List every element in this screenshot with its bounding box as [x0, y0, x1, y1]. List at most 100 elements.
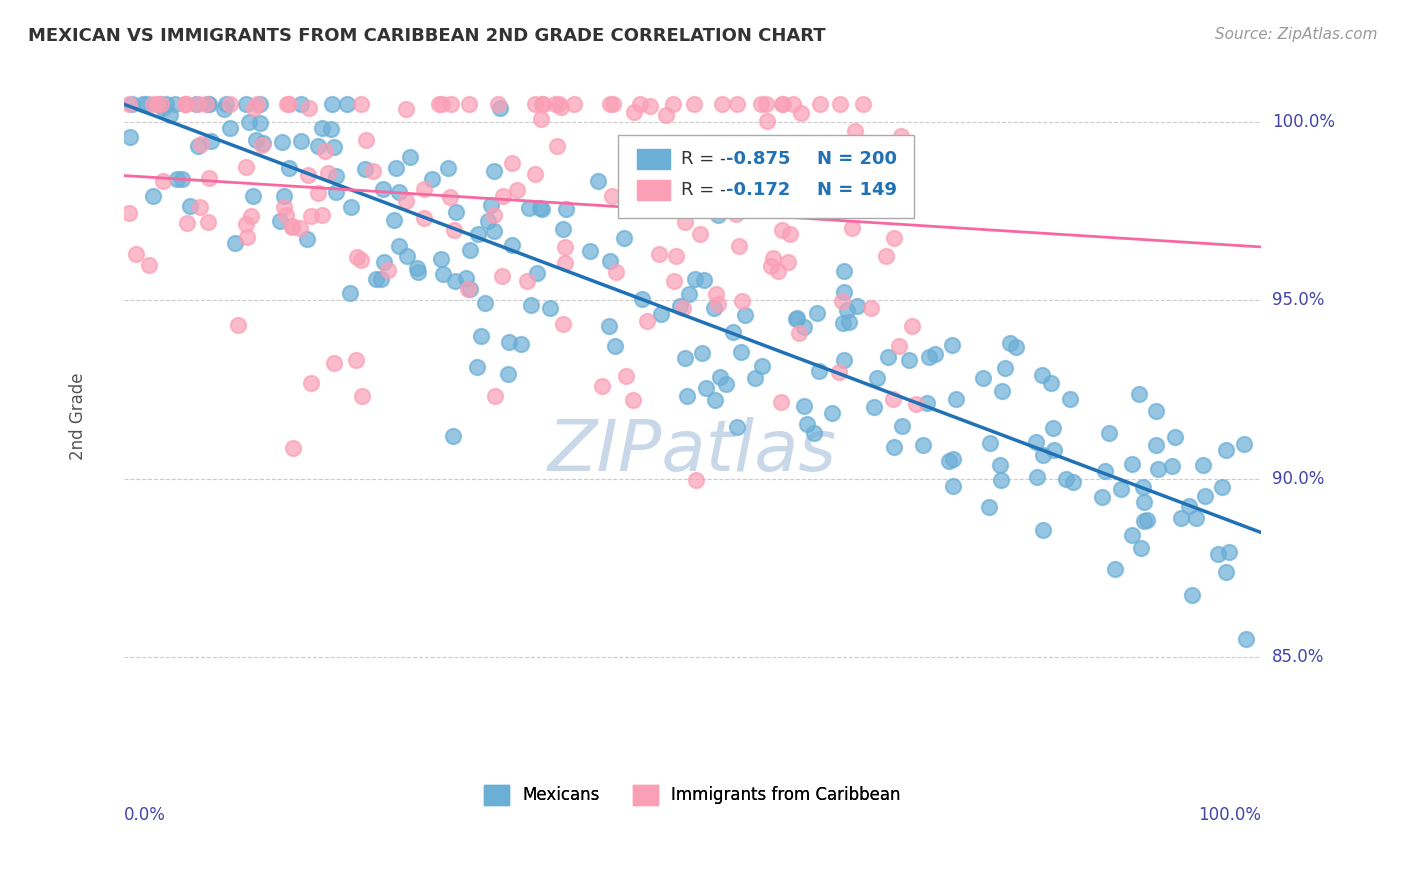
Point: [523, 167, 546, 181]
Point: [875, 249, 897, 263]
Point: [768, 264, 790, 278]
Point: [509, 337, 531, 351]
Point: [554, 202, 576, 217]
Point: [187, 139, 209, 153]
Point: [281, 219, 304, 234]
Point: [288, 220, 311, 235]
Point: [1215, 442, 1237, 457]
Point: [599, 97, 621, 112]
Point: [598, 318, 620, 333]
Point: [484, 207, 506, 221]
Point: [336, 97, 359, 112]
Text: 0.0%: 0.0%: [124, 806, 166, 824]
Point: [298, 101, 321, 115]
Point: [628, 97, 651, 112]
Point: [377, 263, 399, 277]
Point: [118, 97, 141, 112]
Point: [844, 124, 866, 138]
Point: [246, 97, 269, 112]
Point: [131, 97, 153, 112]
Point: [707, 297, 730, 311]
Point: [530, 112, 553, 127]
Point: [725, 207, 748, 221]
Point: [454, 270, 477, 285]
Point: [155, 97, 177, 112]
Point: [721, 325, 744, 339]
Point: [249, 116, 271, 130]
Point: [917, 395, 939, 409]
Point: [297, 168, 319, 182]
Point: [860, 301, 883, 315]
Point: [924, 347, 946, 361]
Point: [707, 208, 730, 222]
Point: [672, 301, 695, 315]
Point: [444, 204, 467, 219]
Point: [603, 339, 626, 353]
Point: [420, 171, 443, 186]
Point: [655, 108, 678, 122]
Point: [245, 133, 267, 147]
Point: [725, 420, 748, 434]
Point: [174, 97, 197, 112]
Point: [295, 232, 318, 246]
Point: [346, 250, 368, 264]
Point: [782, 97, 804, 112]
Point: [470, 329, 492, 343]
Point: [350, 252, 373, 267]
Point: [626, 191, 648, 205]
Point: [218, 121, 240, 136]
Point: [395, 103, 418, 117]
Point: [690, 346, 713, 360]
Text: MEXICAN VS IMMIGRANTS FROM CARIBBEAN 2ND GRADE CORRELATION CHART: MEXICAN VS IMMIGRANTS FROM CARIBBEAN 2ND…: [28, 27, 825, 45]
Point: [770, 223, 793, 237]
Text: 90.0%: 90.0%: [1272, 470, 1324, 488]
Point: [492, 188, 515, 202]
Point: [1184, 510, 1206, 524]
Point: [672, 195, 695, 210]
Point: [1133, 514, 1156, 528]
Point: [142, 97, 165, 112]
Point: [806, 306, 828, 320]
Point: [184, 97, 207, 112]
Point: [689, 227, 711, 241]
Point: [299, 376, 322, 391]
Point: [314, 144, 336, 158]
Point: [1054, 472, 1077, 486]
Point: [501, 155, 523, 169]
Point: [430, 97, 453, 112]
Point: [846, 299, 869, 313]
Point: [290, 134, 312, 148]
Point: [544, 97, 567, 112]
Point: [149, 97, 172, 112]
Point: [648, 247, 671, 261]
Point: [1132, 480, 1154, 494]
Point: [474, 296, 496, 310]
Point: [990, 474, 1012, 488]
Point: [238, 114, 260, 128]
Point: [429, 252, 451, 267]
Point: [174, 97, 197, 112]
Point: [751, 359, 773, 373]
Point: [602, 188, 624, 202]
Point: [1042, 420, 1064, 434]
Point: [553, 317, 575, 331]
Point: [399, 150, 422, 164]
Point: [325, 186, 347, 200]
Point: [197, 97, 219, 112]
Point: [605, 265, 627, 279]
Point: [866, 178, 889, 192]
Point: [484, 389, 506, 403]
Point: [249, 97, 271, 112]
Point: [661, 97, 683, 112]
Point: [519, 201, 541, 215]
FancyBboxPatch shape: [637, 149, 669, 169]
Point: [821, 406, 844, 420]
Point: [942, 452, 965, 467]
Point: [828, 365, 851, 379]
Point: [432, 267, 454, 281]
Point: [972, 371, 994, 385]
Point: [382, 213, 405, 227]
Point: [882, 392, 904, 406]
Point: [1059, 392, 1081, 406]
Point: [1091, 491, 1114, 505]
